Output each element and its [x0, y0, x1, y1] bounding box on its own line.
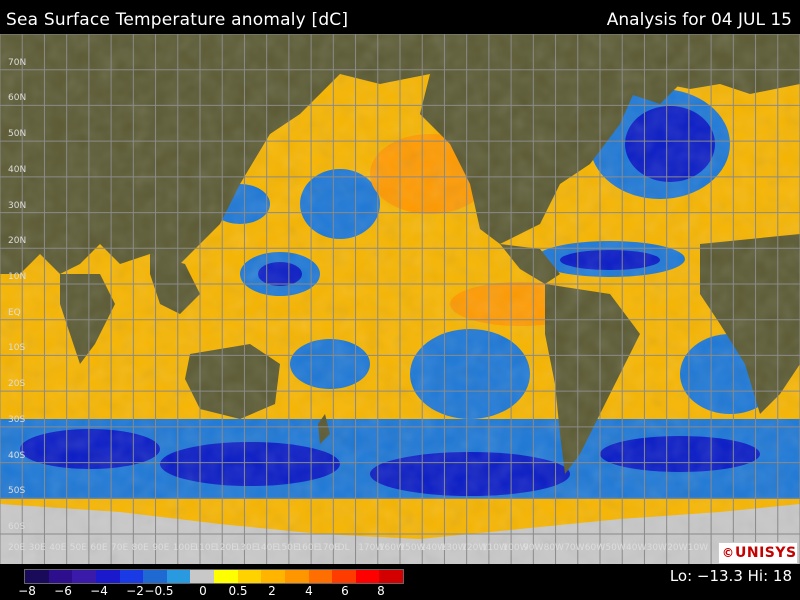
longitude-label: 150E	[275, 543, 299, 553]
longitude-label: 20W	[667, 543, 688, 553]
longitude-label: 90E	[152, 543, 170, 553]
longitude-label: 80E	[131, 543, 149, 553]
color-swatch	[261, 570, 285, 583]
longitude-label: 150W	[399, 543, 426, 553]
longitude-label: 170W	[358, 543, 385, 553]
latitude-label: 60S	[8, 522, 26, 532]
latitude-label: 50S	[8, 486, 26, 497]
longitude-label: 90W	[523, 543, 544, 553]
color-swatch	[355, 570, 380, 583]
longitude-label: 110W	[481, 543, 508, 553]
longitude-label: 140E	[255, 543, 279, 553]
color-swatch	[237, 570, 262, 583]
longitude-label: 170E	[317, 543, 340, 553]
longitude-label: 140W	[420, 543, 447, 553]
longitude-label: 70W	[564, 543, 585, 553]
scale-tick-label: −8	[18, 584, 36, 598]
longitude-label: 100E	[172, 543, 196, 553]
analysis-date: Analysis for 04 JUL 15	[606, 10, 792, 30]
color-scale-ticks: −8 −6 −4 −2 −0.5 0 0.5 2 4 6 8	[0, 584, 420, 598]
color-swatch	[25, 570, 49, 583]
longitude-label: 130W	[440, 543, 467, 553]
longitude-label: 120E	[214, 543, 237, 553]
latitude-label: 10S	[8, 343, 26, 354]
longitude-label: 40E	[49, 543, 67, 553]
brand-name: UNISYS	[735, 545, 797, 561]
latitude-label: 10N	[8, 272, 27, 282]
scale-tick-label: 6	[341, 584, 349, 598]
longitude-label: 30W	[646, 543, 667, 553]
longitude-label: 20E	[8, 543, 26, 553]
sst-anomaly-map	[0, 34, 800, 564]
lat-lon-grid	[0, 34, 800, 564]
color-swatch	[308, 570, 333, 583]
longitude-label: 40W	[626, 543, 647, 553]
longitude-label: 160E	[296, 543, 320, 553]
latitude-label: 50N	[8, 129, 27, 140]
color-swatch	[72, 570, 96, 583]
color-swatch	[119, 570, 144, 583]
longitude-labels: 20E 30E 40E 50E 60E 70E 80E 90E 100E 110E 120E 130E…	[0, 543, 800, 557]
color-swatch	[143, 570, 167, 583]
longitude-label: 50W	[605, 543, 626, 553]
lo-hi-stats: Lo: −13.3 Hi: 18	[669, 567, 792, 585]
longitude-label: 50E	[69, 543, 87, 553]
color-swatch	[190, 570, 214, 583]
color-swatch	[48, 570, 73, 583]
longitude-label: 60E	[90, 543, 108, 553]
color-swatch	[214, 570, 238, 583]
color-swatch	[379, 570, 403, 583]
latitude-label: 20S	[8, 379, 26, 390]
map-title: Sea Surface Temperature anomaly [dC]	[6, 10, 349, 30]
copyright-symbol: ©	[722, 546, 734, 560]
legend-bar: −8 −6 −4 −2 −0.5 0 0.5 2 4 6 8 © UNISYS Lo: −13.3 …	[0, 542, 800, 600]
scale-tick-label: −0.5	[144, 584, 174, 598]
latitude-label: EQ	[8, 307, 21, 318]
title-bar: Sea Surface Temperature anomaly [dC] Ana…	[0, 0, 800, 34]
longitude-label: DL	[337, 543, 350, 553]
scale-tick-label: 4	[305, 584, 313, 598]
longitude-label: 110E	[193, 543, 217, 553]
longitude-label: 10W	[687, 543, 709, 553]
color-swatch	[332, 570, 356, 583]
latitude-label: 30S	[8, 414, 26, 425]
longitude-label: 80W	[543, 543, 564, 553]
latitude-label: 30N	[8, 200, 27, 211]
longitude-label: 160W	[378, 543, 405, 553]
longitude-label: 130E	[234, 543, 258, 553]
color-scale	[24, 569, 404, 584]
latitude-label: 60N	[8, 93, 27, 104]
longitude-label: 70E	[111, 543, 129, 553]
latitude-label: 40N	[8, 164, 27, 175]
scale-tick-label: −4	[90, 584, 108, 598]
scale-tick-label: −2	[126, 584, 144, 598]
scale-tick-label: 8	[377, 584, 385, 598]
color-swatch	[166, 570, 191, 583]
scale-tick-label: 0	[199, 584, 207, 598]
latitude-label: 70N	[8, 57, 27, 68]
longitude-label: 100W	[502, 543, 529, 553]
longitude-label: 60W	[584, 543, 606, 553]
latitude-label: 20N	[8, 236, 27, 247]
color-swatch	[284, 570, 309, 583]
color-swatch	[95, 570, 120, 583]
longitude-label: 120W	[461, 543, 488, 553]
longitude-label: 30E	[28, 543, 46, 553]
unisys-logo: © UNISYS	[718, 542, 798, 564]
scale-tick-label: 2	[268, 584, 276, 598]
scale-tick-label: −6	[54, 584, 72, 598]
scale-tick-label: 0.5	[228, 584, 248, 598]
latitude-label: 40S	[8, 450, 26, 461]
